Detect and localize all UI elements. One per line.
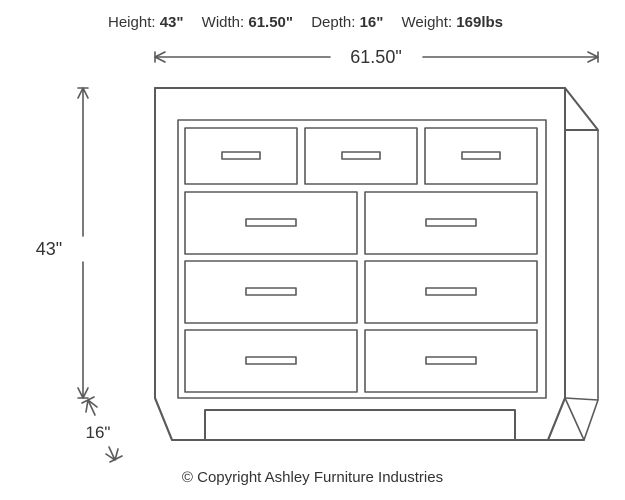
height-dimension bbox=[78, 88, 88, 398]
copyright-text: © Copyright Ashley Furniture Industries bbox=[0, 469, 625, 486]
height-annot-text: 43" bbox=[36, 239, 62, 259]
depth-annot-text: 16" bbox=[86, 423, 111, 442]
width-annot-text: 61.50" bbox=[350, 47, 401, 67]
dresser bbox=[155, 88, 598, 440]
diagram-svg: 61.50" 43" 16" bbox=[0, 0, 625, 500]
